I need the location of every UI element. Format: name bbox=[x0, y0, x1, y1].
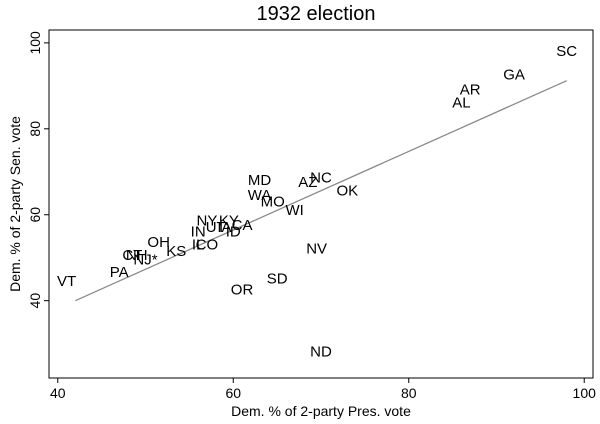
point-label-in: IN bbox=[191, 223, 206, 240]
point-label-ia: IA bbox=[217, 219, 231, 236]
y-tick-label: 60 bbox=[27, 207, 43, 223]
point-label-nh: NH bbox=[126, 247, 148, 264]
y-axis: 40 60 80 100 bbox=[27, 31, 49, 308]
point-label-ok: OK bbox=[336, 183, 358, 200]
point-label-md: MD bbox=[248, 172, 271, 189]
x-tick-label: 60 bbox=[225, 385, 241, 401]
point-label-ct: CT bbox=[122, 247, 142, 264]
point-label-ny: NY bbox=[197, 213, 218, 230]
point-label-id: ID bbox=[226, 223, 241, 240]
x-tick-label: 80 bbox=[401, 385, 417, 401]
point-label-ca: CA bbox=[232, 217, 253, 234]
point-label-sd: SD bbox=[267, 271, 288, 288]
point-label-co: CO bbox=[196, 236, 219, 253]
y-tick-label: 100 bbox=[27, 31, 43, 55]
point-label-wi: WI bbox=[286, 202, 304, 219]
point-label-nj: NJ* bbox=[133, 251, 157, 268]
x-axis-title: Dem. % of 2-party Pres. vote bbox=[231, 403, 411, 419]
point-label-ar: AR bbox=[460, 82, 481, 99]
point-label-il: IL bbox=[192, 236, 205, 253]
plot-frame bbox=[48, 29, 594, 379]
chart-title: 1932 election bbox=[257, 3, 376, 25]
y-tick-label: 80 bbox=[27, 121, 43, 137]
point-label-oh: OH bbox=[147, 234, 170, 251]
y-tick-label: 40 bbox=[27, 293, 43, 309]
point-label-sc: SC bbox=[556, 43, 577, 60]
point-label-az: AZ bbox=[298, 174, 317, 191]
point-label-pa: PA bbox=[110, 264, 129, 281]
point-label-nd: ND bbox=[310, 344, 332, 361]
fit-line bbox=[75, 80, 567, 302]
point-label-ks: KS bbox=[166, 243, 186, 260]
point-label-nc: NC bbox=[310, 170, 332, 187]
point-label-ut: UT bbox=[206, 219, 226, 236]
point-label-nv: NV bbox=[306, 241, 327, 258]
point-label-or: OR bbox=[231, 281, 254, 298]
point-label-vt: VT bbox=[57, 273, 76, 290]
point-label-wa: WA bbox=[248, 187, 272, 204]
x-axis: 40 60 80 100 bbox=[50, 378, 596, 401]
point-label-al: AL bbox=[452, 95, 470, 112]
fit-line-layer bbox=[75, 80, 567, 302]
point-label-ky: KY bbox=[219, 213, 239, 230]
x-tick-label: 100 bbox=[573, 385, 597, 401]
x-tick-label: 40 bbox=[50, 385, 66, 401]
y-axis-title: Dem. % of 2-party Sen. vote bbox=[7, 116, 23, 292]
point-label-ga: GA bbox=[503, 67, 525, 84]
point-label-mo: MO bbox=[261, 193, 285, 210]
